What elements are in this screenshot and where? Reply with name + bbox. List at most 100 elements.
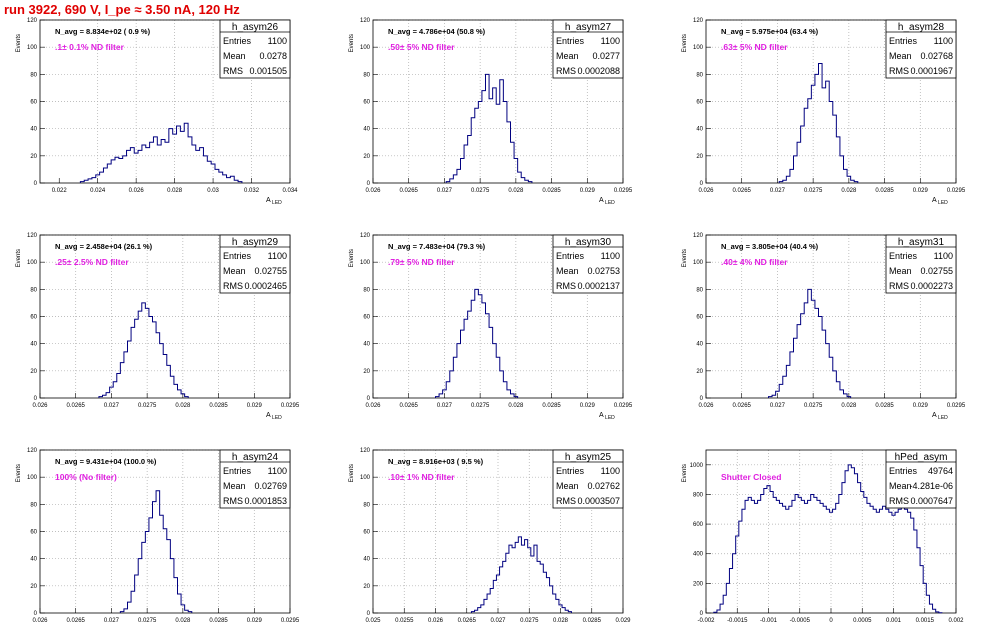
navg-label: N_avg = 8.916e+03 ( 9.5 %) — [388, 457, 484, 466]
stats-value: 1100 — [268, 466, 287, 476]
stats-key: Mean — [889, 51, 912, 61]
x-tick-label: 0.0275 — [138, 618, 157, 622]
x-tick-label: 0.028 — [175, 618, 191, 622]
stats-key: Entries — [889, 251, 918, 261]
y-axis-label: Events — [16, 249, 22, 267]
histogram-name: h_asym26 — [232, 22, 279, 33]
x-tick-label: 0.029 — [247, 403, 263, 409]
y-tick-label: 20 — [363, 584, 370, 590]
y-tick-label: 80 — [30, 72, 37, 78]
navg-label: N_avg = 5.975e+04 (63.4 %) — [721, 27, 819, 36]
stats-key: Entries — [556, 251, 585, 261]
x-axis-label-main: A — [266, 412, 271, 419]
x-axis-label: A LED — [266, 197, 282, 206]
stats-key: Mean — [556, 481, 579, 491]
histogram-panel-hPed_asym: -0.002 -0.0015 -0.001 -0.0005 0 0.0005 0.001 0.… — [682, 449, 964, 622]
x-tick-label: 0.0275 — [471, 403, 490, 409]
stats-box — [552, 19, 624, 79]
x-tick-label: 0.0265 — [458, 618, 477, 622]
stats-value: 0.0277 — [592, 51, 620, 61]
stats-box — [885, 234, 957, 294]
x-tick-label: 0.028 — [167, 188, 183, 194]
x-tick-label: -0.001 — [760, 618, 778, 622]
x-tick-label: 0.034 — [282, 188, 298, 194]
filter-label: .50± 5% ND filter — [388, 42, 455, 52]
stats-key: Entries — [223, 251, 252, 261]
x-axis-label: A LED — [266, 412, 282, 421]
x-tick-label: 0.026 — [428, 618, 444, 622]
x-axis-label-sub: LED — [604, 415, 616, 421]
y-tick-label: 0 — [700, 396, 704, 402]
stats-value: 0.02762 — [587, 481, 620, 491]
stats-value: 0.0002465 — [244, 281, 287, 291]
stats-value: 0.02755 — [254, 266, 287, 276]
y-tick-label: 120 — [27, 448, 38, 454]
x-tick-label: 0.0275 — [138, 403, 157, 409]
stats-box — [219, 234, 291, 294]
y-tick-label: 80 — [696, 287, 703, 293]
histogram-panel-h_asym25: 0.025 0.0255 0.026 0.0265 0.027 0.0275 0.028 0.… — [349, 448, 631, 622]
x-tick-label: 0.001 — [886, 618, 902, 622]
y-tick-label: 20 — [696, 369, 703, 375]
x-tick-label: 0.027 — [104, 403, 120, 409]
x-axis-label-main: A — [599, 412, 604, 419]
y-tick-label: 120 — [27, 233, 38, 239]
x-tick-label: 0.026 — [129, 188, 145, 194]
histogram-name: h_asym24 — [232, 452, 279, 463]
y-tick-label: 120 — [360, 233, 371, 239]
x-tick-label: 0.0295 — [614, 188, 633, 194]
stats-value: 1100 — [601, 466, 620, 476]
y-axis-label: Events — [349, 34, 355, 52]
histogram-name: h_asym31 — [898, 237, 945, 248]
x-tick-label: 0.0285 — [209, 403, 228, 409]
y-tick-label: 80 — [30, 502, 37, 508]
y-tick-label: 60 — [30, 530, 37, 536]
histogram-panel-h_asym31: 0.026 0.0265 0.027 0.0275 0.028 0.0285 0.029 0.… — [682, 233, 966, 421]
x-tick-label: 0.002 — [948, 618, 964, 622]
navg-label: N_avg = 8.834e+02 ( 0.9 %) — [55, 27, 151, 36]
x-tick-label: 0.026 — [365, 403, 381, 409]
stats-value: 0.0001853 — [244, 496, 287, 506]
x-tick-label: 0.0295 — [947, 188, 966, 194]
stats-key: Entries — [556, 36, 585, 46]
y-tick-label: 0 — [700, 181, 704, 187]
x-tick-label: 0.028 — [175, 403, 191, 409]
stats-value: 1100 — [934, 251, 953, 261]
stats-box — [219, 19, 291, 79]
histogram-panel-h_asym26: 0.022 0.024 0.026 0.028 0.03 0.032 0.034 0 20 40 6… — [16, 18, 298, 206]
histogram-line — [768, 288, 852, 398]
x-axis-label-sub: LED — [271, 200, 283, 206]
y-tick-label: 0 — [34, 181, 38, 187]
x-tick-label: 0.0285 — [875, 403, 894, 409]
y-tick-label: 100 — [27, 475, 38, 481]
histogram-name: hPed_asym — [895, 452, 948, 463]
x-tick-label: 0.026 — [698, 188, 714, 194]
stats-key: Mean — [223, 481, 246, 491]
x-tick-label: 0.022 — [52, 188, 68, 194]
x-tick-label: 0.029 — [913, 188, 929, 194]
y-tick-label: 40 — [363, 127, 370, 133]
stats-value: 0.001505 — [249, 66, 287, 76]
stats-key: Entries — [223, 36, 252, 46]
stats-box — [552, 449, 624, 509]
y-tick-label: 80 — [363, 287, 370, 293]
stats-key: RMS — [556, 281, 576, 291]
x-tick-label: -0.0015 — [727, 618, 748, 622]
x-tick-label: 0.0265 — [733, 403, 752, 409]
x-tick-label: 0.028 — [841, 188, 857, 194]
histogram-line — [98, 302, 189, 398]
stats-key: Mean — [223, 266, 246, 276]
x-tick-label: 0.027 — [437, 403, 453, 409]
stats-key: Mean — [889, 481, 912, 491]
y-tick-label: 40 — [30, 557, 37, 563]
stats-key: Mean — [556, 51, 579, 61]
x-axis-label-main: A — [932, 197, 937, 204]
x-tick-label: 0.0005 — [853, 618, 872, 622]
stats-value: 1100 — [934, 36, 953, 46]
x-tick-label: 0.0285 — [583, 618, 602, 622]
x-axis-label-sub: LED — [271, 415, 283, 421]
y-tick-label: 20 — [363, 154, 370, 160]
x-tick-label: 0.029 — [247, 618, 263, 622]
x-tick-label: 0.0265 — [400, 188, 419, 194]
x-tick-label: 0.0265 — [67, 618, 86, 622]
